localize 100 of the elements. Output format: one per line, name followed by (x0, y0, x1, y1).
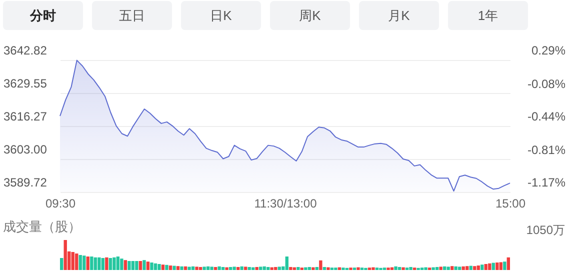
bar (112, 257, 116, 270)
bar (446, 266, 450, 270)
bar (424, 267, 428, 270)
bar (221, 267, 225, 270)
bar (462, 266, 465, 270)
text: 月K (359, 1, 439, 30)
bar (409, 267, 412, 270)
bar (131, 261, 135, 270)
bar (315, 267, 319, 270)
bar (71, 252, 74, 270)
bar (202, 266, 206, 270)
x-tick-label: 15:00 (495, 196, 526, 210)
bar (82, 256, 86, 270)
bar (322, 267, 326, 270)
bar (274, 267, 278, 270)
bar (78, 255, 82, 270)
y2-tick-label: -0.08% (527, 76, 566, 91)
bar (98, 257, 101, 270)
bar (248, 267, 251, 270)
bar (308, 267, 311, 270)
bar (356, 267, 360, 270)
x-tick-label: 09:30 (45, 196, 76, 210)
bar (262, 266, 266, 270)
bar (496, 262, 499, 270)
bar (94, 257, 97, 270)
bar (473, 266, 476, 270)
bar (450, 266, 454, 270)
bar (210, 266, 214, 270)
bar (488, 263, 492, 270)
bar (454, 266, 458, 270)
bar (326, 267, 330, 270)
bar (458, 266, 462, 270)
bar (484, 264, 488, 270)
bar (191, 266, 195, 270)
bar (154, 263, 158, 270)
y-tick-label: 3629.55 (4, 76, 48, 90)
bar (138, 261, 142, 270)
text: 五日 (92, 1, 172, 30)
bar (432, 267, 435, 270)
bar (214, 267, 218, 270)
bar (394, 266, 398, 270)
bar (168, 266, 172, 270)
bar (101, 258, 104, 270)
bar (435, 267, 439, 270)
bar (285, 256, 288, 270)
bar (439, 266, 442, 270)
bar (128, 261, 131, 270)
bar (319, 260, 322, 270)
bar (90, 256, 94, 270)
y2-tick-label: -1.17% (527, 176, 566, 190)
y2-tick-label: 0.29% (531, 44, 566, 58)
bar (64, 240, 67, 270)
bar (124, 260, 128, 270)
y2-tick-label: -0.81% (527, 142, 566, 157)
bar (289, 267, 292, 270)
bar (506, 257, 510, 270)
bar (180, 266, 184, 270)
bar (480, 264, 484, 270)
y-tick-label: 3642.82 (4, 44, 48, 58)
bar (492, 262, 495, 270)
bar (188, 266, 191, 270)
text: 分时 (3, 1, 83, 30)
bar (142, 260, 146, 270)
bar (60, 258, 64, 270)
y-tick-label: 3589.72 (4, 176, 48, 190)
bar (158, 264, 161, 270)
bar (150, 262, 154, 270)
chart-title: 成交量（股） (3, 219, 81, 234)
text: 1050万 (526, 222, 565, 239)
bar (402, 267, 405, 270)
y-tick-label: 3616.27 (4, 110, 48, 124)
bar (372, 267, 375, 270)
text: 日K (181, 1, 261, 30)
x-tick-label: 11:30/13:00 (254, 196, 318, 210)
bar (296, 267, 300, 270)
bar (218, 266, 221, 270)
bar (240, 266, 244, 270)
bar (255, 267, 258, 270)
bar (135, 261, 138, 270)
bar (146, 262, 150, 270)
text: 周K (270, 1, 350, 30)
bar (86, 256, 90, 270)
bar (466, 266, 469, 270)
bar (225, 267, 228, 270)
bar (398, 267, 402, 270)
bar (266, 267, 270, 270)
bar (176, 266, 180, 270)
y2-tick-label: -0.44% (527, 110, 566, 124)
bar (278, 266, 281, 270)
bar (165, 264, 168, 270)
bar (75, 254, 78, 270)
bar (442, 266, 446, 270)
y-tick-label: 3603.00 (4, 142, 48, 156)
bar (259, 266, 262, 270)
bar (232, 266, 236, 270)
bar (195, 266, 198, 270)
bar (184, 266, 188, 270)
bar (172, 266, 176, 270)
bar (161, 264, 165, 270)
text: 1年 (448, 1, 528, 30)
